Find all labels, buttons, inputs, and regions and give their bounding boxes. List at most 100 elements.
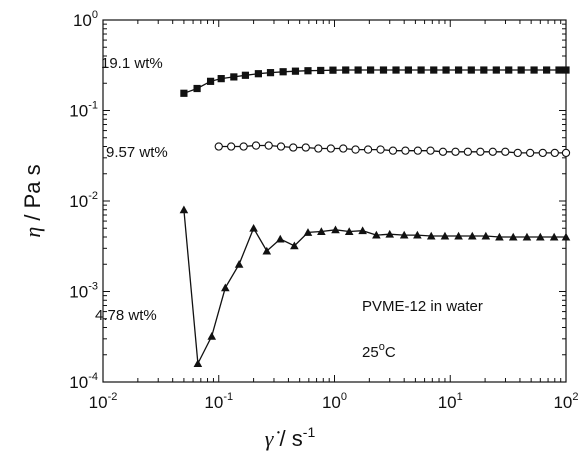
data-point [517, 66, 525, 74]
data-point [331, 225, 340, 234]
data-point [264, 141, 273, 150]
data-point [358, 226, 367, 235]
data-point [301, 143, 310, 152]
data-point [339, 144, 348, 153]
data-point [543, 66, 551, 74]
data-point [266, 69, 275, 77]
data-point [562, 66, 570, 74]
temperature-unit: C [385, 344, 396, 361]
data-point [417, 66, 425, 74]
data-point [303, 228, 313, 236]
data-point [279, 68, 287, 76]
data-point [289, 143, 298, 152]
data-point [276, 142, 286, 151]
data-point [480, 66, 488, 74]
data-point [206, 77, 215, 85]
data-point [549, 232, 559, 241]
data-point [555, 66, 563, 74]
series-label-9-57: 9.57 wt% [106, 144, 168, 161]
data-point [404, 66, 413, 74]
data-point [193, 84, 201, 93]
y-tick-label-base: 10 [69, 373, 88, 392]
data-point [317, 227, 326, 235]
data-point [344, 227, 354, 235]
data-point [379, 66, 388, 74]
data-point [467, 231, 477, 240]
y-tick-label-base: 10 [73, 11, 92, 30]
data-point [254, 70, 262, 78]
y-tick-label: 10-3 [69, 281, 98, 302]
x-tick-label: 101 [438, 391, 463, 412]
data-point [239, 142, 248, 151]
data-point [536, 232, 545, 241]
x-axis-unit-exp: -1 [303, 424, 316, 440]
x-tick-label: 10-2 [89, 391, 118, 412]
data-point [438, 147, 448, 156]
temperature-value: 25 [362, 344, 379, 361]
data-point [317, 66, 325, 75]
data-point [262, 246, 272, 255]
data-point [454, 66, 463, 74]
data-point [467, 66, 475, 74]
plot-frame [102, 19, 567, 383]
series-3 [179, 205, 571, 367]
data-point [221, 283, 230, 292]
data-point [241, 71, 250, 79]
data-point [505, 66, 513, 74]
data-point [351, 145, 360, 154]
data-point [304, 67, 312, 75]
series-line [183, 209, 566, 366]
data-point [214, 142, 223, 151]
y-axis-unit: / Pa s [20, 164, 45, 226]
data-point [193, 359, 203, 367]
y-axis-symbol: η [20, 227, 45, 238]
data-point [513, 148, 522, 158]
data-point [495, 232, 504, 241]
data-point [413, 230, 422, 239]
data-point [399, 230, 409, 239]
data-point [451, 147, 460, 156]
x-tick-label-exponent: -1 [223, 391, 233, 403]
data-point [275, 234, 285, 243]
data-point [492, 66, 500, 74]
data-point [354, 66, 362, 74]
data-point [388, 146, 398, 155]
x-tick-label-base: 10 [553, 393, 572, 412]
series-label-4-78: 4.78 wt% [95, 307, 157, 324]
series-label-19-1: 19.1 wt% [101, 55, 163, 72]
data-point [207, 331, 217, 340]
data-point [249, 223, 258, 232]
x-tick-label-base: 10 [322, 393, 341, 412]
data-point [363, 145, 373, 154]
data-point [385, 229, 395, 238]
data-point [561, 232, 571, 241]
temperature-degree: o [379, 341, 385, 353]
annotation-title: PVME-12 in water [362, 298, 483, 315]
x-tick-label-exponent: 0 [341, 391, 347, 403]
x-tick-label: 10-1 [204, 391, 233, 412]
data-point [442, 66, 450, 74]
data-point [329, 66, 337, 74]
series-2 [214, 141, 571, 158]
data-point [525, 148, 535, 158]
x-tick-label: 102 [553, 391, 578, 412]
data-point [326, 144, 336, 153]
data-point [476, 147, 485, 156]
data-point [550, 148, 559, 158]
x-tick-label: 100 [322, 391, 347, 412]
data-point [372, 230, 381, 239]
data-point [401, 146, 410, 155]
y-tick-label-exponent: 0 [92, 9, 98, 21]
data-point [538, 148, 547, 158]
data-point [561, 148, 571, 158]
data-point [314, 144, 323, 153]
data-point [251, 141, 261, 150]
data-point [217, 75, 225, 83]
data-point [463, 147, 473, 156]
x-axis-unit: / s [273, 426, 302, 451]
x-axis-title: γ̇ / s-1 [265, 424, 316, 451]
data-point [426, 231, 436, 240]
data-point [522, 232, 532, 241]
